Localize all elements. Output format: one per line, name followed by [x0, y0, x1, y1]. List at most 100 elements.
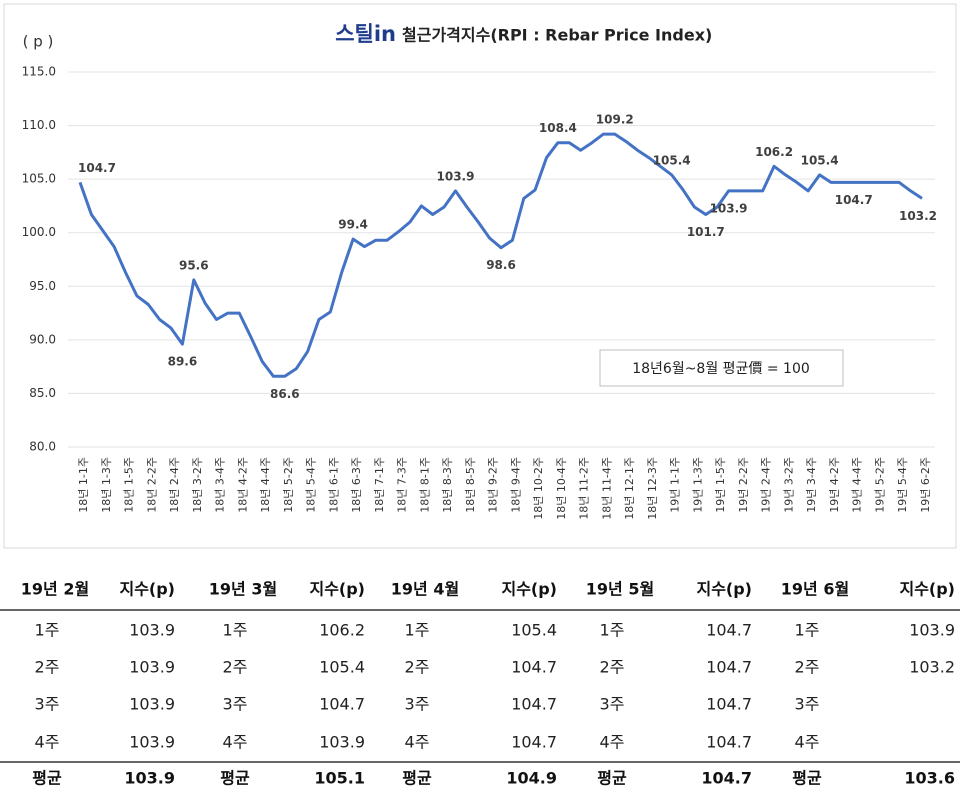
table-cell: 2주: [405, 658, 430, 677]
table-header: 지수(p): [899, 580, 955, 599]
table-header: 지수(p): [119, 580, 175, 599]
data-label: 109.2: [596, 113, 634, 127]
chart-frame: [3, 3, 957, 549]
table-header: 지수(p): [696, 580, 752, 599]
table-cell: 105.4: [511, 621, 557, 640]
x-tick-label: 18년 5-4주: [305, 457, 318, 513]
table-header: 19년 5월: [586, 580, 654, 599]
y-tick-label: 80.0: [29, 440, 56, 454]
x-tick-label: 18년 7-3주: [396, 457, 409, 513]
table-cell: 3주: [795, 695, 820, 714]
table-cell: 103.9: [129, 695, 175, 714]
data-label: 105.4: [653, 153, 691, 167]
data-label: 101.7: [687, 225, 725, 239]
data-label: 104.7: [835, 193, 873, 207]
table-header: 19년 4월: [391, 580, 459, 599]
table-cell: 104.7: [706, 621, 752, 640]
data-label: 103.9: [437, 169, 475, 183]
x-tick-label: 19년 4-2주: [828, 457, 841, 513]
table-cell: 104.7: [511, 733, 557, 752]
table-cell: 1주: [795, 621, 820, 640]
data-label: 105.4: [801, 153, 839, 167]
x-tick-label: 18년 6-1주: [327, 457, 340, 513]
table-footer: 평균: [792, 769, 822, 788]
data-label: 86.6: [270, 387, 300, 401]
y-tick-label: 90.0: [29, 332, 56, 346]
x-tick-label: 18년 9-2주: [487, 457, 500, 513]
x-tick-label: 18년 1-3주: [100, 457, 113, 513]
x-tick-label: 18년 11-2주: [578, 457, 591, 520]
table-cell: 3주: [405, 695, 430, 714]
table-cell: 104.7: [706, 658, 752, 677]
table-cell: 4주: [223, 733, 248, 752]
table-cell: 1주: [405, 621, 430, 640]
x-tick-label: 18년 2-4주: [168, 457, 181, 513]
table-header: 19년 2월: [21, 580, 89, 599]
x-tick-label: 18년 5-2주: [282, 457, 295, 513]
table-cell: 103.9: [909, 621, 955, 640]
data-label: 104.7: [78, 161, 116, 175]
table-cell: 1주: [35, 621, 60, 640]
table-cell: 103.2: [909, 658, 955, 677]
x-tick-label: 18년 11-4주: [600, 457, 613, 520]
x-tick-label: 19년 5-4주: [896, 457, 909, 513]
table-cell: 104.7: [319, 695, 365, 714]
table-cell: 3주: [600, 695, 625, 714]
x-tick-label: 18년 8-5주: [464, 457, 477, 513]
x-tick-label: 19년 1-3주: [691, 457, 704, 513]
table-header: 19년 3월: [209, 580, 277, 599]
x-tick-label: 19년 4-4주: [851, 457, 864, 513]
table-cell: 1주: [600, 621, 625, 640]
data-label: 89.6: [168, 355, 198, 369]
x-tick-label: 18년 10-2주: [532, 457, 545, 520]
x-tick-label: 19년 3-2주: [782, 457, 795, 513]
y-tick-label: 95.0: [29, 279, 56, 293]
table-cell: 103.9: [129, 658, 175, 677]
table-footer: 평균: [402, 769, 432, 788]
x-tick-label: 18년 8-3주: [441, 457, 454, 513]
table-footer: 103.9: [124, 769, 175, 788]
line: [78, 132, 923, 378]
data-label: 103.2: [899, 209, 937, 223]
table-cell: 103.9: [129, 733, 175, 752]
table-cell: 3주: [223, 695, 248, 714]
table-cell: 2주: [795, 658, 820, 677]
x-tick-label: 18년 12-3주: [646, 457, 659, 520]
annotation: 18년6월~8월 평균價 = 100: [632, 360, 810, 377]
table-header: 지수(p): [309, 580, 365, 599]
x-tick-label: 19년 1-5주: [714, 457, 727, 513]
table-footer: 103.6: [904, 769, 955, 788]
table-cell: 104.7: [511, 695, 557, 714]
x-tick-label: 19년 3-4주: [805, 457, 818, 513]
data-label: 99.4: [338, 218, 368, 232]
x-tick-label: 18년 4-2주: [236, 457, 249, 513]
y-axis-label: ( p ): [23, 33, 54, 51]
table-footer: 평균: [220, 769, 250, 788]
table-cell: 104.7: [706, 733, 752, 752]
x-tick-label: 18년 4-4주: [259, 457, 272, 513]
x-tick-label: 18년 12-1주: [623, 457, 636, 520]
data-label: 106.2: [755, 145, 793, 159]
table-cell: 103.9: [129, 621, 175, 640]
x-tick-label: 18년 6-3주: [350, 457, 363, 513]
x-tick-label: 18년 2-2주: [145, 457, 158, 513]
y-tick-label: 85.0: [29, 386, 56, 400]
y-tick-label: 100.0: [22, 225, 56, 239]
table-header: 지수(p): [501, 580, 557, 599]
table-cell: 4주: [600, 733, 625, 752]
x-tick-label: 19년 5-2주: [873, 457, 886, 513]
chart-title: 철근가격지수(RPI : Rebar Price Index): [402, 26, 712, 45]
annotation-box: [599, 349, 844, 387]
data-label: 103.9: [710, 201, 748, 215]
table-cell: 104.7: [706, 695, 752, 714]
x-tick-label: 18년 3-4주: [214, 457, 227, 513]
table-cell: 104.7: [511, 658, 557, 677]
table-cell: 106.2: [319, 621, 365, 640]
data-label: 98.6: [486, 258, 516, 272]
table-cell: 4주: [795, 733, 820, 752]
table-cell: 4주: [35, 733, 60, 752]
table-footer: 105.1: [314, 769, 365, 788]
table-cell: 103.9: [319, 733, 365, 752]
logo: 스틸in: [335, 22, 396, 46]
